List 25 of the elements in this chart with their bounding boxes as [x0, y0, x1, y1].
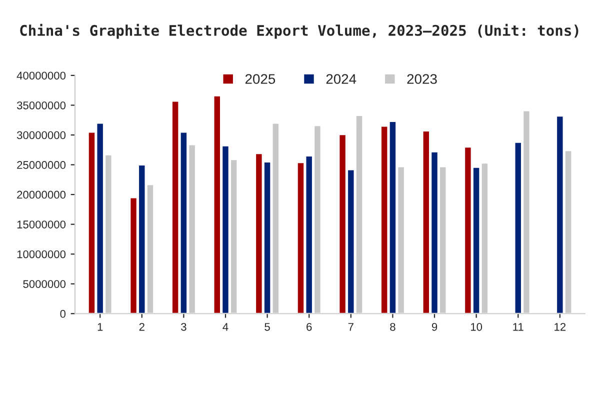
y-tick-label: 30000000 — [16, 131, 66, 140]
legend-label: 2023 — [407, 74, 437, 84]
x-tick-label: 12 — [554, 322, 566, 331]
y-tick-label: 15000000 — [17, 220, 66, 228]
legend-label: 2024 — [326, 74, 356, 84]
x-tick-label: 11 — [513, 323, 524, 331]
x-tick-label: 7 — [348, 323, 354, 331]
legend-label: 2025 — [245, 74, 276, 84]
x-tick-label: 10 — [470, 322, 482, 331]
x-tick-label: 8 — [390, 322, 396, 331]
x-tick-label: 3 — [181, 322, 186, 331]
x-tick-label: 1 — [98, 323, 103, 331]
y-tick-label: 40000000 — [16, 72, 66, 80]
x-tick-label: 4 — [222, 323, 228, 331]
x-tick-label: 2 — [139, 322, 144, 331]
y-tick-label: 20000000 — [17, 190, 66, 199]
x-tick-label: 6 — [306, 322, 312, 331]
y-tick-label: 25000000 — [17, 161, 66, 169]
y-tick-label: 10000000 — [17, 250, 66, 258]
x-tick-label: 9 — [432, 322, 438, 331]
y-tick-label: 35000000 — [16, 101, 66, 110]
chart-title: China's Graphite Electrode Export Volume, 2023–2025 (Unit: tons) — [20, 24, 578, 39]
y-tick-label: 5000000 — [23, 280, 66, 288]
x-tick-label: 5 — [264, 323, 270, 331]
y-tick-label: 0 — [60, 310, 66, 318]
